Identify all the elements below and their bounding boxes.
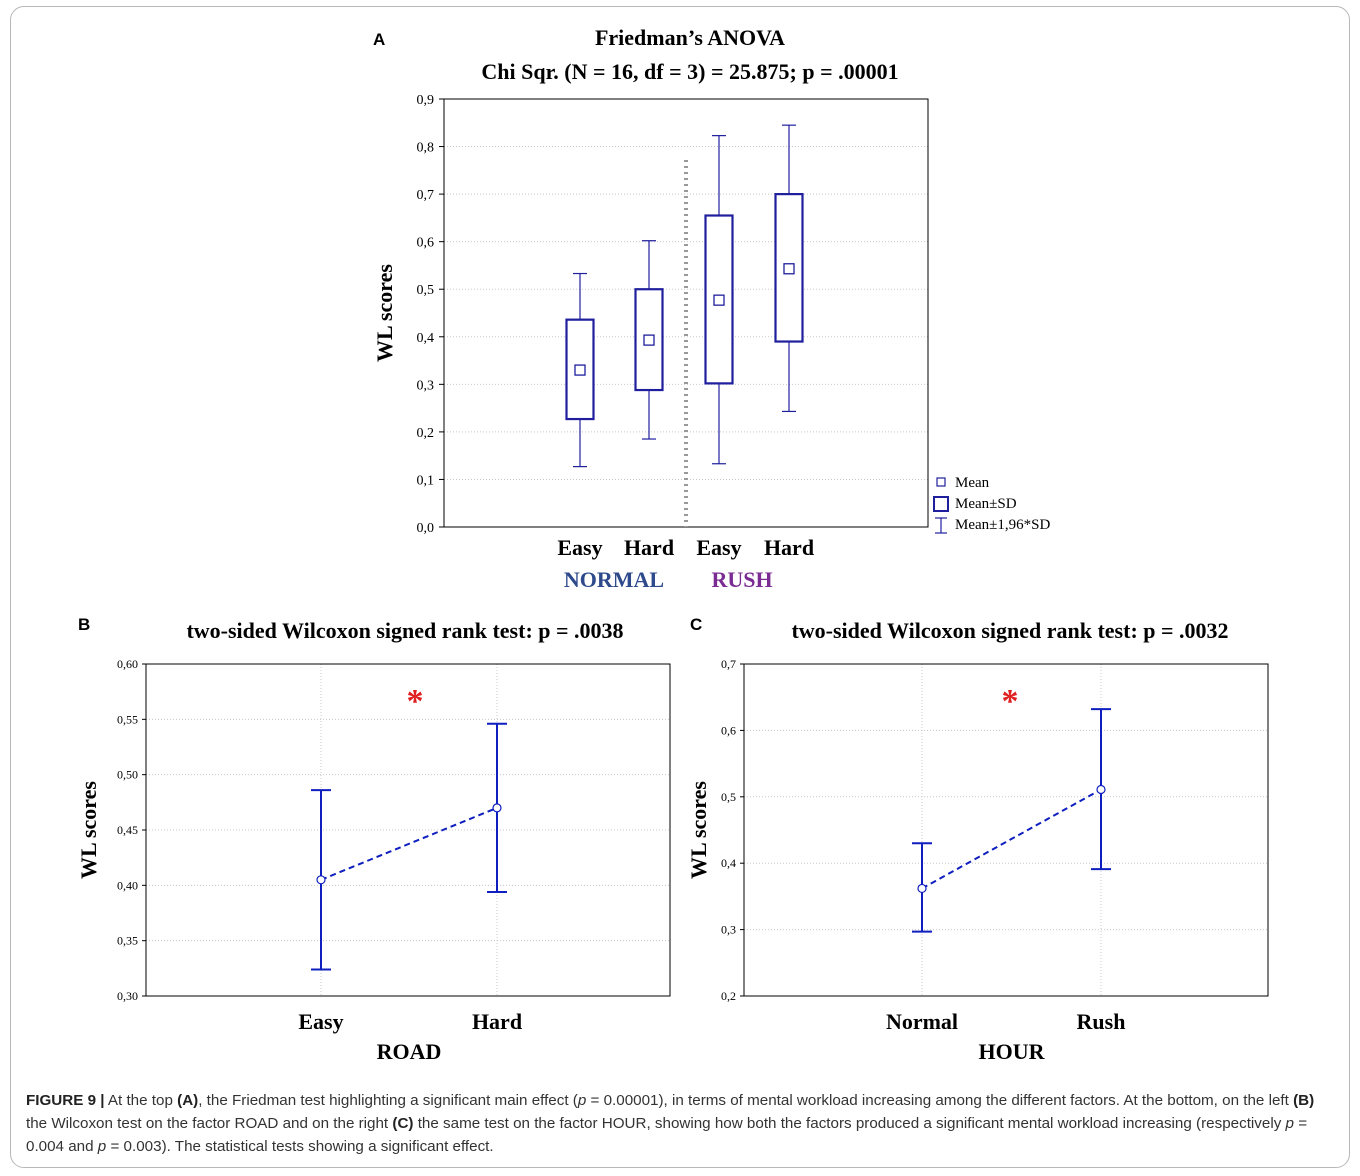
caption-segment: (B) [1293, 1092, 1315, 1109]
panel-b-y-tick-label: 0,40 [117, 878, 138, 892]
panel-a-y-tick-label: 0,9 [417, 93, 435, 108]
panel-c-category-label: Normal [886, 1009, 958, 1034]
panel-a-mean-marker [574, 364, 586, 376]
panel-b-category-label: Hard [472, 1009, 522, 1034]
panel-c-mean-point [917, 883, 927, 894]
panel-a-legend: Mean Mean±SD Mean±1,96*SD [933, 475, 1050, 534]
panel-a-y-tick-label: 0,7 [417, 188, 435, 203]
panel-b-plot-frame [145, 663, 671, 997]
caption-body: At the top (A), the Friedman test highli… [26, 1092, 1314, 1155]
caption-segment: p [1285, 1115, 1294, 1132]
panel-c-y-axis-title: WL scores [686, 781, 711, 879]
figure-caption: FIGURE 9 | At the top (A), the Friedman … [26, 1089, 1336, 1158]
panel-c-title: two-sided Wilcoxon signed rank test: p =… [791, 618, 1228, 643]
caption-segment: p [97, 1138, 107, 1155]
panel-c-y-tick-label: 0,7 [721, 657, 736, 671]
legend-sd-box [933, 496, 949, 512]
panel-b-category-label: Easy [298, 1009, 343, 1034]
panel-a-letter: A [373, 30, 385, 49]
panel-b-mean-point [492, 803, 502, 813]
caption-segment: At the top [104, 1092, 178, 1109]
panel-a-y-tick-label: 0,1 [417, 473, 435, 488]
panel-c-plot-frame [743, 663, 1269, 997]
legend-sd-label: Mean±SD [955, 496, 1017, 512]
caption-segment: = 0.003). The statistical tests showing … [106, 1138, 494, 1155]
caption-segment: = 0.00001), in terms of mental workload … [586, 1092, 1294, 1109]
caption-segment: , the Friedman test highlighting a signi… [198, 1092, 578, 1109]
panel-c-x-axis-title: HOUR [979, 1039, 1046, 1064]
panel-b-mean-point [316, 875, 326, 885]
panel-a-title: Friedman’s ANOVA [595, 25, 785, 50]
panel-a-y-tick-label: 0,4 [417, 331, 435, 346]
panel-a-mean-marker [643, 334, 655, 346]
panel-c-series-line [921, 788, 1102, 890]
panel-b-significance-marker: * [407, 683, 424, 720]
panel-b-y-tick-label: 0,35 [117, 934, 138, 948]
panel-c-y-tick-label: 0,5 [721, 790, 736, 804]
legend-mean-marker [936, 477, 946, 487]
panel-b-series-line [320, 806, 498, 881]
panel-b-y-tick-label: 0,60 [117, 657, 138, 671]
panel-b-y-tick-label: 0,30 [117, 989, 138, 1003]
panel-b-letter: B [78, 615, 90, 634]
panel-b-y-tick-label: 0,50 [117, 768, 138, 782]
caption-segment: the Wilcoxon test on the factor ROAD and… [26, 1115, 393, 1132]
legend-mean-label: Mean [955, 475, 990, 491]
panel-c-mean-point [1096, 784, 1106, 795]
panel-a-y-tick-label: 0,5 [417, 283, 435, 298]
panel-a: A Friedman’s ANOVA Chi Sqr. (N = 16, df = … [372, 25, 1050, 592]
panel-b-title: two-sided Wilcoxon signed rank test: p =… [186, 618, 623, 643]
panel-c-y-tick-label: 0,6 [721, 723, 736, 737]
panel-a-y-tick-label: 0,0 [417, 521, 435, 536]
caption-segment: the same test on the factor HOUR, showin… [413, 1115, 1286, 1132]
panel-c-y-tick-label: 0,4 [721, 856, 736, 870]
panel-a-category-label: Easy [557, 535, 602, 560]
panel-c-letter: C [690, 615, 702, 634]
caption-segment: p [577, 1092, 587, 1109]
panel-a-y-tick-label: 0,8 [417, 141, 435, 156]
panel-b-y-axis-title: WL scores [76, 781, 101, 879]
panel-b-y-tick-label: 0,55 [117, 712, 138, 726]
panel-b-y-tick-label: 0,45 [117, 823, 138, 837]
caption-segment: (C) [392, 1115, 414, 1132]
caption-lead: FIGURE 9 | [26, 1092, 105, 1109]
panel-a-category-label: Hard [764, 535, 814, 560]
panel-c-category-label: Rush [1077, 1009, 1126, 1034]
panel-c-significance-marker: * [1002, 683, 1019, 720]
panel-a-category-label: Hard [624, 535, 674, 560]
panel-c-y-tick-label: 0,3 [721, 923, 736, 937]
panel-a-group-label: RUSH [711, 567, 772, 592]
panel-a-mean-marker [713, 294, 725, 306]
panel-a-y-tick-label: 0,2 [417, 426, 435, 441]
panel-a-y-axis-title: WL scores [372, 264, 397, 362]
panel-a-y-tick-label: 0,3 [417, 378, 435, 393]
figure-chart-area: A Friedman’s ANOVA Chi Sqr. (N = 16, df = … [76, 25, 1269, 1064]
caption-segment: = 0.004 and [26, 1115, 1308, 1155]
caption-segment: (A) [177, 1092, 199, 1109]
panel-a-subtitle: Chi Sqr. (N = 16, df = 3) = 25.875; p = … [481, 59, 898, 84]
panel-a-group-label: NORMAL [564, 567, 664, 592]
panel-b-x-axis-title: ROAD [377, 1039, 442, 1064]
panel-a-mean-marker [783, 263, 795, 275]
panel-a-y-tick-label: 0,6 [417, 236, 435, 251]
panel-a-category-label: Easy [696, 535, 741, 560]
panel-a-plot-frame [443, 98, 929, 528]
figure-frame [10, 6, 1350, 1168]
legend-ci-label: Mean±1,96*SD [955, 517, 1050, 533]
panel-c-y-tick-label: 0,2 [721, 989, 736, 1003]
